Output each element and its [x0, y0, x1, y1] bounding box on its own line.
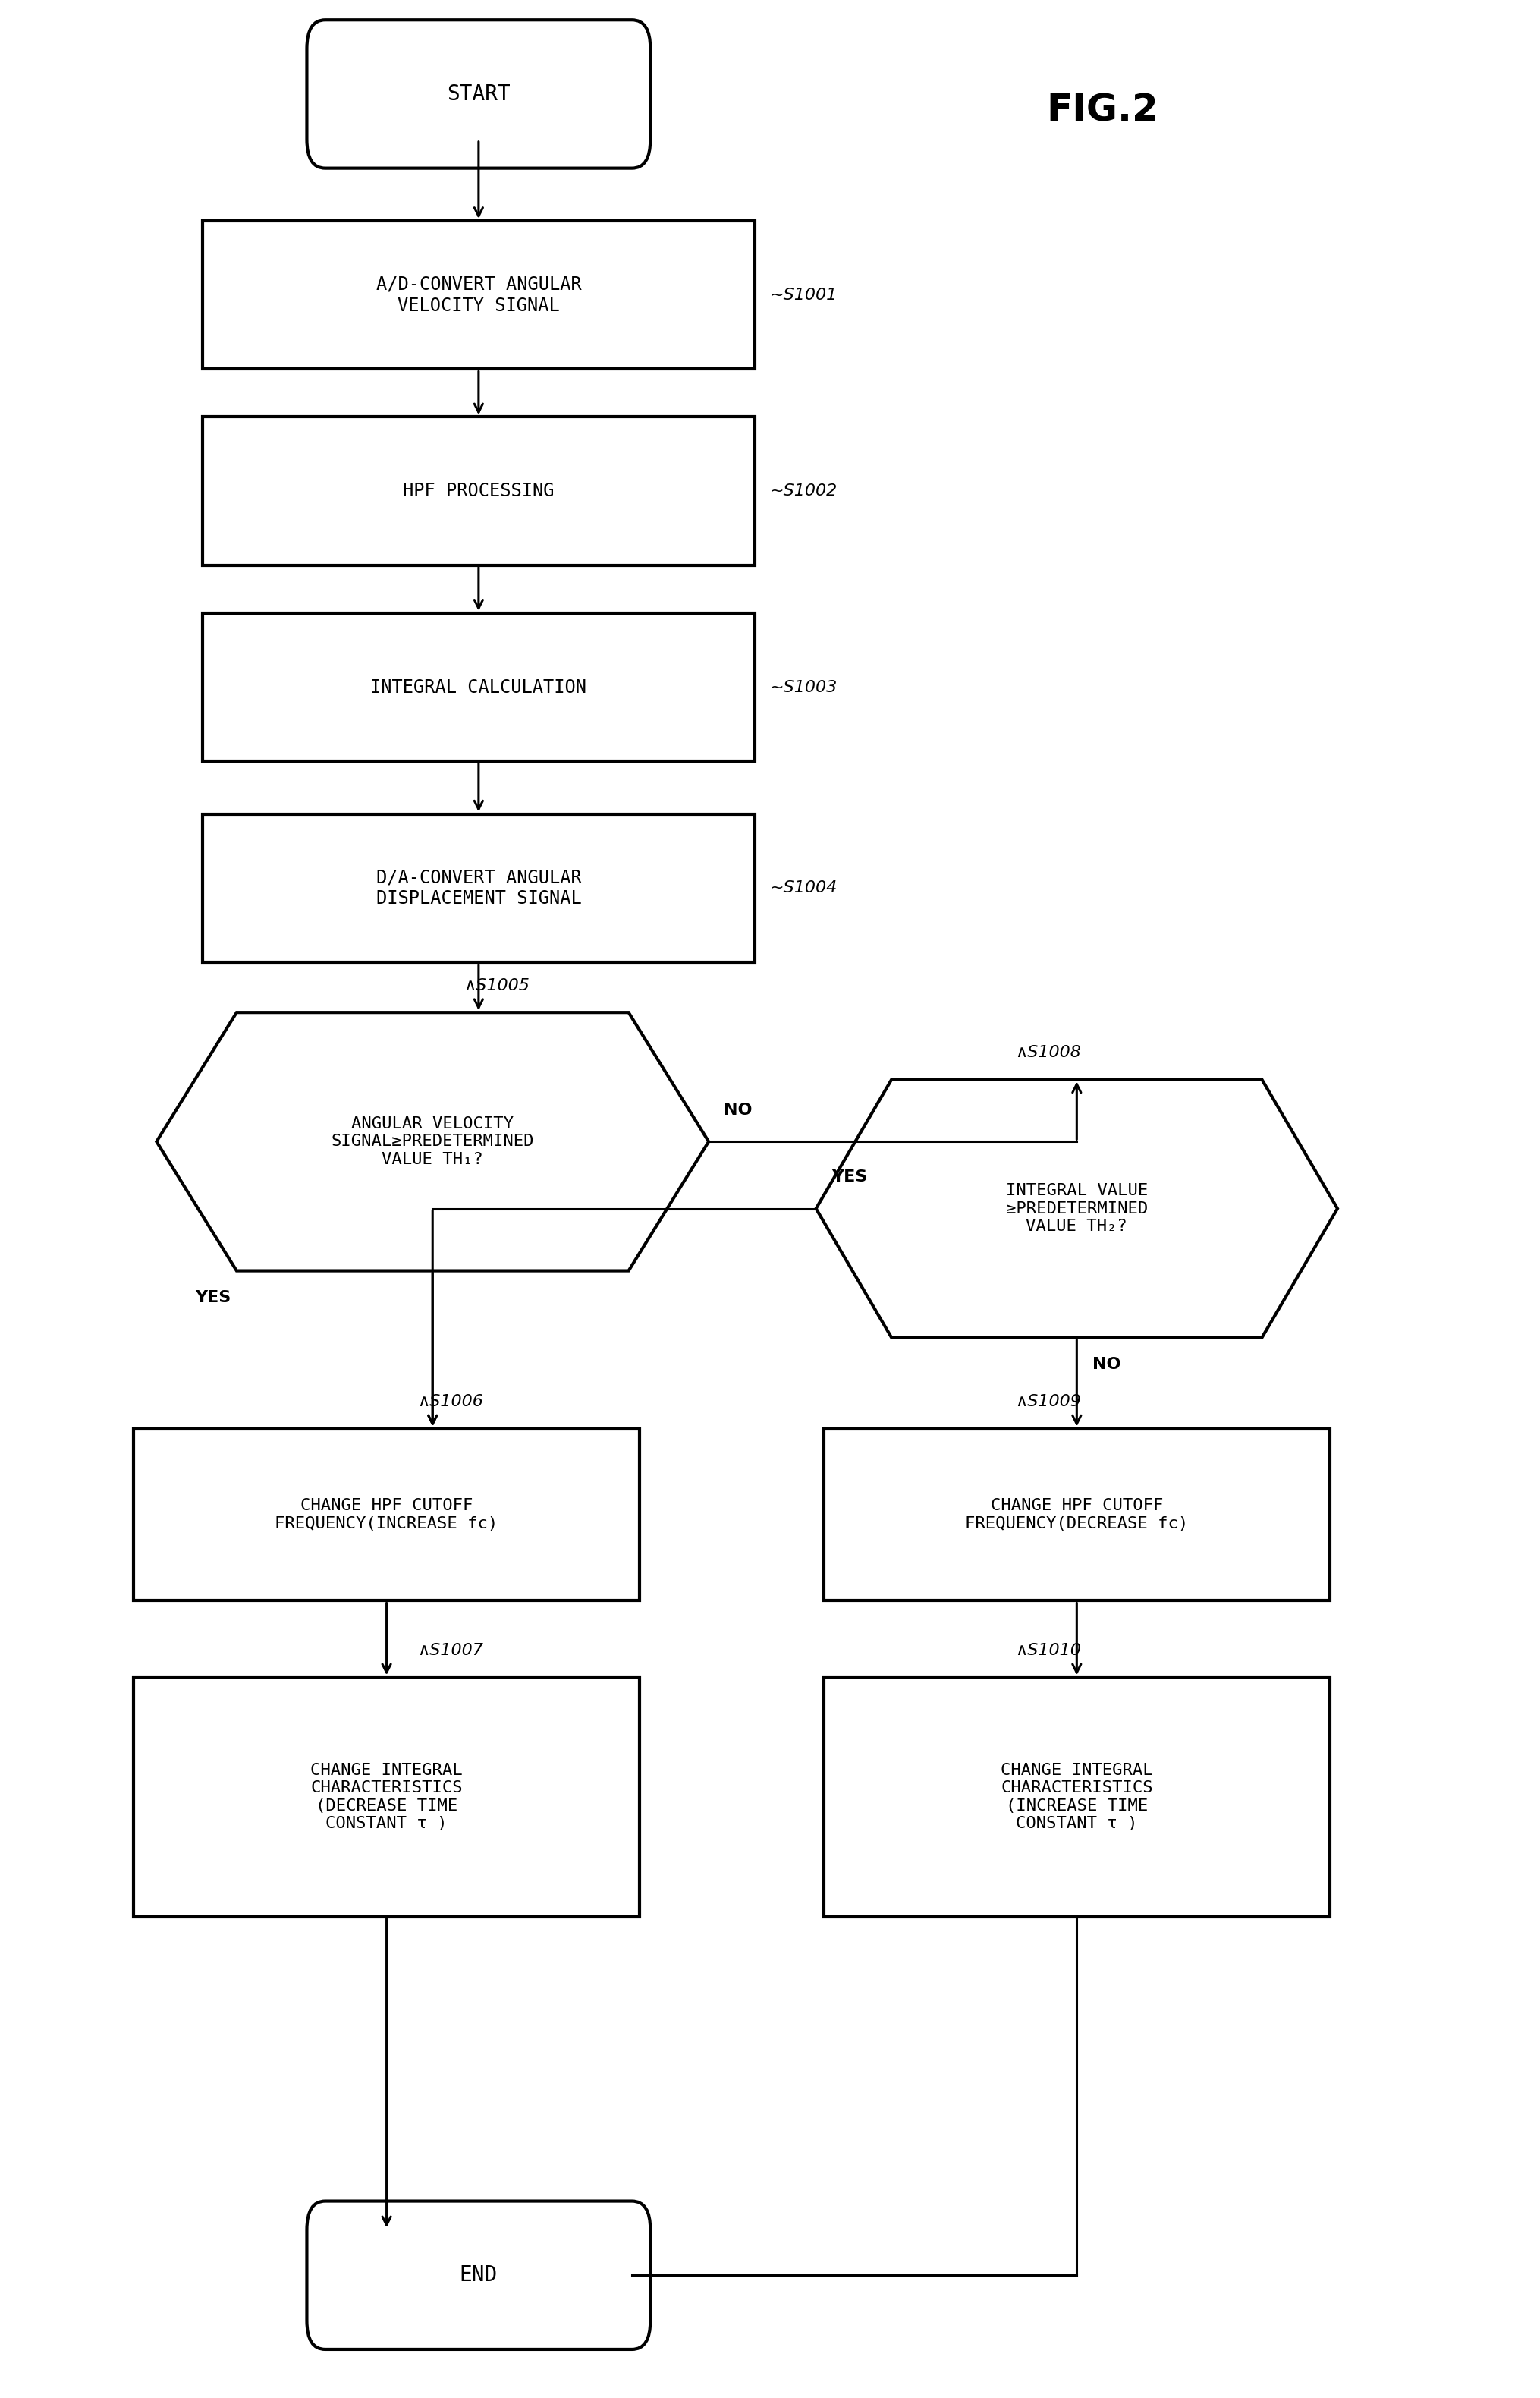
Bar	[203, 417, 755, 566]
Text: YES: YES	[196, 1290, 231, 1305]
Text: INTEGRAL VALUE
≥PREDETERMINED
VALUE TH₂?: INTEGRAL VALUE ≥PREDETERMINED VALUE TH₂?	[1006, 1182, 1147, 1233]
Text: ANGULAR VELOCITY
SIGNAL≥PREDETERMINED
VALUE TH₁?: ANGULAR VELOCITY SIGNAL≥PREDETERMINED VA…	[331, 1117, 534, 1168]
Polygon shape	[157, 1012, 708, 1271]
Text: A/D-CONVERT ANGULAR
VELOCITY SIGNAL: A/D-CONVERT ANGULAR VELOCITY SIGNAL	[376, 276, 581, 314]
Text: ~S1004: ~S1004	[770, 880, 838, 897]
Text: ∧S1008: ∧S1008	[1015, 1046, 1081, 1060]
Text: NO: NO	[1092, 1357, 1121, 1372]
Text: ∧S1007: ∧S1007	[417, 1643, 484, 1657]
Bar	[134, 1429, 639, 1602]
Text: ∧S1005: ∧S1005	[464, 978, 530, 993]
Bar	[203, 221, 755, 369]
Text: D/A-CONVERT ANGULAR
DISPLACEMENT SIGNAL: D/A-CONVERT ANGULAR DISPLACEMENT SIGNAL	[376, 868, 581, 909]
Text: ∧S1010: ∧S1010	[1015, 1643, 1081, 1657]
Text: CHANGE INTEGRAL
CHARACTERISTICS
(INCREASE TIME
CONSTANT τ ): CHANGE INTEGRAL CHARACTERISTICS (INCREAS…	[1001, 1763, 1153, 1832]
Text: END: END	[459, 2264, 497, 2285]
Text: CHANGE INTEGRAL
CHARACTERISTICS
(DECREASE TIME
CONSTANT τ ): CHANGE INTEGRAL CHARACTERISTICS (DECREAS…	[311, 1763, 462, 1832]
Text: FIG.2: FIG.2	[1046, 94, 1158, 129]
Bar	[134, 1676, 639, 1916]
Text: START: START	[447, 84, 510, 106]
Text: ∧S1009: ∧S1009	[1015, 1393, 1081, 1410]
Bar	[203, 614, 755, 760]
Bar	[824, 1676, 1331, 1916]
FancyBboxPatch shape	[306, 19, 650, 168]
Text: ~S1001: ~S1001	[770, 288, 838, 302]
Bar	[824, 1429, 1331, 1602]
Text: ~S1003: ~S1003	[770, 679, 838, 695]
Bar	[203, 813, 755, 962]
Text: INTEGRAL CALCULATION: INTEGRAL CALCULATION	[371, 679, 587, 695]
Text: CHANGE HPF CUTOFF
FREQUENCY(INCREASE fc): CHANGE HPF CUTOFF FREQUENCY(INCREASE fc)	[276, 1499, 499, 1530]
Polygon shape	[816, 1079, 1337, 1338]
FancyBboxPatch shape	[306, 2201, 650, 2350]
Text: ∧S1006: ∧S1006	[417, 1393, 484, 1410]
Text: HPF PROCESSING: HPF PROCESSING	[403, 482, 554, 501]
Text: YES: YES	[832, 1170, 867, 1185]
Text: CHANGE HPF CUTOFF
FREQUENCY(DECREASE fc): CHANGE HPF CUTOFF FREQUENCY(DECREASE fc)	[966, 1499, 1189, 1530]
Text: NO: NO	[724, 1103, 753, 1117]
Text: ~S1002: ~S1002	[770, 484, 838, 499]
